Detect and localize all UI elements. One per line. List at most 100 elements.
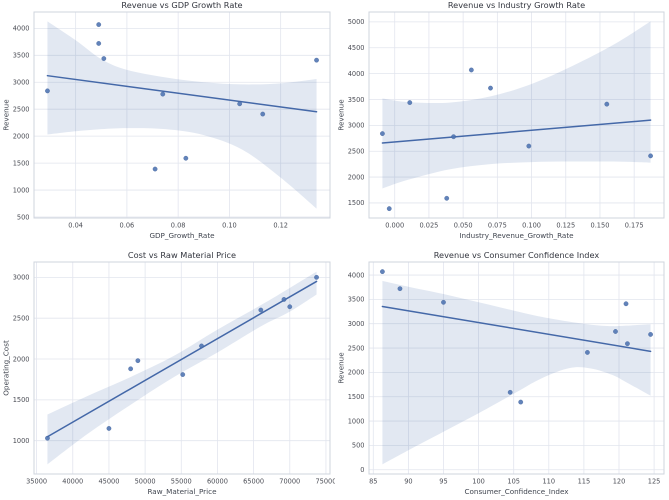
- regression-line: [46, 280, 318, 438]
- y-tick-label: 3000: [348, 320, 365, 328]
- x-tick-label: 95: [439, 478, 447, 486]
- x-tick-label: 0.04: [68, 222, 83, 230]
- data-point: [624, 341, 630, 347]
- y-tick-label: 4000: [348, 70, 365, 78]
- y-tick-label: 4000: [348, 271, 365, 279]
- y-tick-label: 1500: [13, 159, 30, 167]
- subplot-revenue-vs-industry-growth-rate: 0.000 0.025 0.050 0.075 0.100 0.125 0.150 0.175…: [337, 0, 665, 240]
- subplot-title: Revenue vs Industry Growth Rate: [448, 0, 585, 10]
- y-tick-label: 2000: [348, 369, 365, 377]
- data-point: [96, 41, 102, 46]
- x-tick-label: 0.06: [120, 222, 135, 230]
- plot-border: [368, 261, 665, 475]
- data-point: [106, 425, 112, 431]
- data-point: [281, 296, 287, 302]
- data-point: [488, 85, 493, 91]
- y-tick-label: 5000: [348, 18, 365, 26]
- data-point: [604, 101, 610, 107]
- x-tick-label: 90: [404, 478, 412, 486]
- y-tick-label: 2500: [13, 106, 30, 114]
- subplot-cost-vs-raw-material-price: 35000 40000 45000 50000 55000 60000 65000 70000…: [2, 250, 336, 496]
- data-point: [101, 56, 107, 61]
- y-tick-label: 500: [17, 213, 30, 221]
- subplot-title: Revenue vs GDP Growth Rate: [121, 0, 242, 10]
- y-tick-label: 1000: [13, 437, 30, 445]
- plot-border: [33, 11, 331, 219]
- y-axis-label: Revenue: [2, 99, 11, 131]
- data-point: [623, 301, 629, 307]
- y-tick-label: 3500: [348, 96, 365, 104]
- subplot-title: Cost vs Raw Material Price: [128, 250, 236, 260]
- y-tick-label: 4500: [348, 44, 365, 52]
- data-point: [183, 155, 189, 161]
- plot-area: [34, 262, 330, 474]
- y-tick-label: 2000: [348, 173, 365, 181]
- plot-area: [369, 262, 664, 474]
- y-axis-label: Revenue: [337, 352, 346, 384]
- x-tick-label: 120: [613, 478, 626, 486]
- x-tick-label: 115: [578, 478, 591, 486]
- regression-line: [381, 119, 652, 144]
- x-tick-label: 110: [542, 478, 555, 486]
- y-tick-label: 500: [352, 442, 365, 450]
- x-tick-label: 0.050: [454, 222, 473, 230]
- x-axis-label: Raw_Material_Price: [147, 487, 217, 496]
- y-tick-label: 4000: [13, 25, 30, 33]
- data-point: [160, 91, 166, 97]
- data-point: [314, 274, 319, 280]
- data-point: [135, 358, 141, 364]
- confidence-band: [382, 280, 651, 465]
- x-tick-label: 0.08: [171, 222, 186, 230]
- x-tick-label: 55000: [171, 478, 192, 486]
- x-axis-label: Industry_Revenue_Growth_Rate: [459, 231, 574, 240]
- x-axis-label: GDP_Growth_Rate: [149, 231, 215, 240]
- x-tick-label: 0.100: [522, 222, 541, 230]
- x-tick-label: 0.000: [385, 222, 404, 230]
- x-axis-label: Consumer_Confidence_Index: [464, 487, 569, 496]
- plot-border: [33, 261, 331, 475]
- y-tick-label: 3000: [348, 122, 365, 130]
- data-point: [507, 389, 513, 395]
- y-tick-label: 3500: [13, 52, 30, 60]
- data-point: [613, 329, 618, 334]
- data-point: [379, 269, 385, 275]
- data-point: [584, 349, 590, 355]
- x-tick-label: 0.12: [273, 222, 288, 230]
- data-point: [180, 372, 186, 377]
- x-tick-label: 70000: [279, 478, 300, 486]
- subplot-revenue-vs-consumer-confidence-index: 85 90 95 100 105 110 115 120 125 0 500 1000 1500 2000…: [337, 250, 665, 496]
- regression-line: [381, 305, 652, 353]
- data-point: [45, 88, 50, 94]
- x-tick-label: 125: [648, 478, 661, 486]
- data-point: [441, 299, 446, 305]
- y-axis-label: Revenue: [337, 99, 346, 131]
- subplot-revenue-vs-gdp-growth-rate: 0.04 0.06 0.08 0.10 0.12 500 1000 1500 2000 2500 3…: [2, 0, 331, 240]
- confidence-band: [47, 21, 317, 209]
- x-tick-label: 0.150: [591, 222, 610, 230]
- plot-area: [369, 12, 664, 218]
- x-tick-label: 60000: [207, 478, 228, 486]
- x-tick-label: 0.175: [625, 222, 644, 230]
- data-point: [648, 153, 654, 159]
- data-point: [526, 143, 532, 149]
- y-tick-label: 1500: [13, 396, 30, 404]
- data-point: [386, 206, 392, 212]
- data-point: [258, 307, 264, 313]
- x-tick-label: 0.025: [419, 222, 438, 230]
- y-tick-label: 2500: [348, 148, 365, 156]
- x-tick-label: 75000: [315, 478, 335, 486]
- data-point: [518, 399, 524, 405]
- x-tick-label: 35000: [26, 478, 47, 486]
- y-tick-label: 1000: [13, 186, 30, 194]
- y-tick-label: 2000: [13, 132, 30, 140]
- x-tick-label: 0.075: [488, 222, 507, 230]
- x-tick-label: 40000: [62, 478, 83, 486]
- data-point: [648, 331, 654, 337]
- data-point: [260, 111, 266, 117]
- x-tick-label: 0.125: [556, 222, 575, 230]
- x-tick-label: 105: [507, 478, 520, 486]
- data-point: [444, 195, 450, 201]
- confidence-band: [382, 21, 651, 189]
- y-tick-label: 0: [360, 466, 364, 474]
